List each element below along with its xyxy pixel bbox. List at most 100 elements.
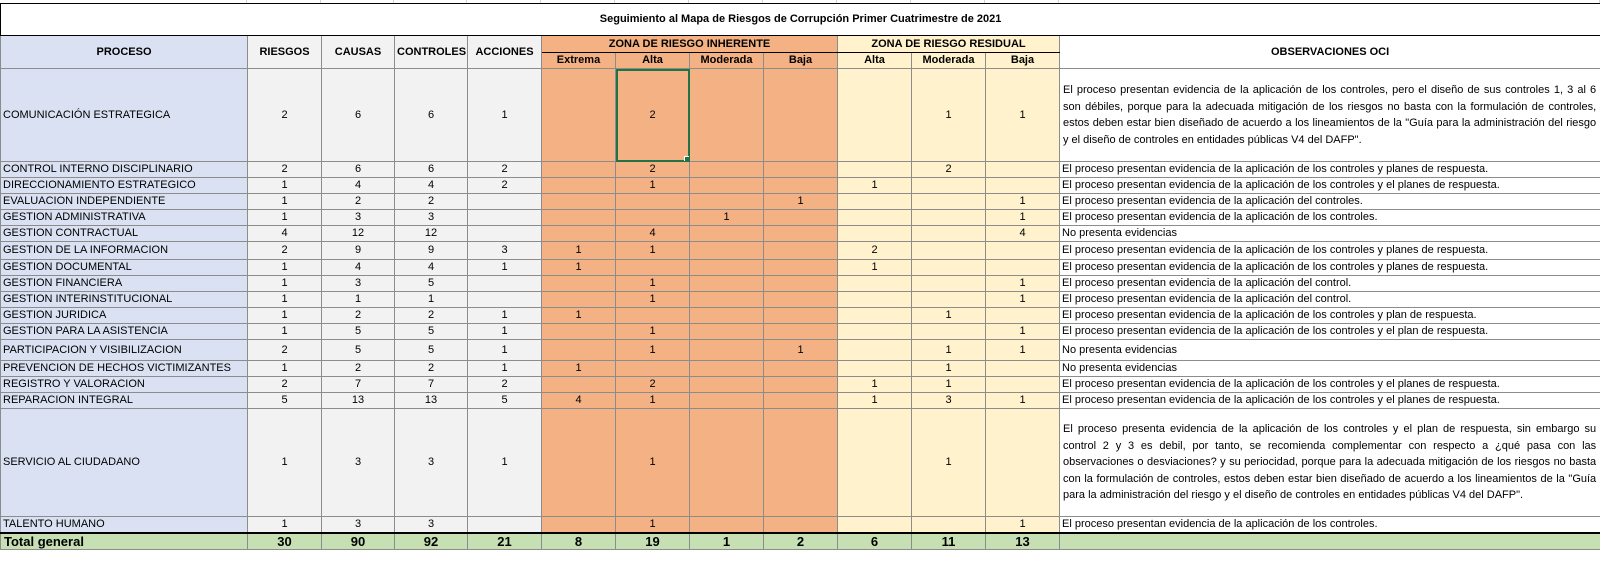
res-alta-cell[interactable]: 1: [837, 259, 912, 276]
observacion-cell[interactable]: El proceso presentan evidencia de la apl…: [1058, 68, 1600, 162]
controles-cell[interactable]: 6: [394, 161, 468, 178]
res-moderada-cell[interactable]: 3: [911, 392, 986, 409]
acciones-cell[interactable]: 2: [467, 376, 542, 393]
observacion-cell[interactable]: El proceso presentan evidencia de la apl…: [1058, 291, 1600, 308]
inh-extrema-cell[interactable]: [541, 376, 616, 393]
riesgos-cell[interactable]: 1: [247, 516, 322, 533]
inh-moderada-cell[interactable]: 1: [689, 209, 764, 226]
res-alta-cell[interactable]: [837, 68, 912, 162]
riesgos-cell[interactable]: 4: [247, 225, 322, 242]
res-moderada-cell[interactable]: 1: [911, 339, 986, 361]
res-baja-cell[interactable]: [985, 259, 1060, 276]
total-controles-cell[interactable]: 92: [394, 531, 468, 550]
res-moderada-cell[interactable]: 1: [911, 68, 986, 162]
inh-alta-cell[interactable]: 1: [615, 177, 690, 194]
res-baja-cell[interactable]: [985, 177, 1060, 194]
causas-cell[interactable]: 2: [321, 307, 395, 324]
controles-cell[interactable]: 2: [394, 193, 468, 210]
proceso-cell[interactable]: CONTROL INTERNO DISCIPLINARIO: [0, 161, 248, 178]
res-alta-cell[interactable]: [837, 161, 912, 178]
causas-cell[interactable]: 2: [321, 360, 395, 377]
controles-cell[interactable]: 3: [394, 516, 468, 533]
res-alta-cell[interactable]: [837, 225, 912, 242]
inh-moderada-cell[interactable]: [689, 323, 764, 340]
res-moderada-cell[interactable]: [911, 209, 986, 226]
header-inh-baja[interactable]: Baja: [763, 52, 838, 69]
proceso-cell[interactable]: GESTION FINANCIERA: [0, 275, 248, 292]
total-label[interactable]: Total general: [0, 531, 248, 550]
causas-cell[interactable]: 3: [321, 516, 395, 533]
total-inh-alta-cell[interactable]: 19: [615, 531, 690, 550]
observacion-cell[interactable]: No presenta evidencias: [1058, 225, 1600, 242]
header-causas[interactable]: CAUSAS: [321, 35, 395, 69]
res-baja-cell[interactable]: 1: [985, 291, 1060, 308]
res-moderada-cell[interactable]: [911, 241, 986, 260]
inh-extrema-cell[interactable]: [541, 275, 616, 292]
inh-extrema-cell[interactable]: [541, 408, 616, 517]
acciones-cell[interactable]: 1: [467, 307, 542, 324]
observacion-cell[interactable]: El proceso presentan evidencia de la apl…: [1058, 241, 1600, 260]
acciones-cell[interactable]: [467, 209, 542, 226]
causas-cell[interactable]: 13: [321, 392, 395, 409]
inh-baja-cell[interactable]: [763, 209, 838, 226]
proceso-cell[interactable]: TALENTO HUMANO: [0, 516, 248, 533]
header-inh-alta[interactable]: Alta: [615, 52, 690, 69]
inh-extrema-cell[interactable]: [541, 193, 616, 210]
res-baja-cell[interactable]: 1: [985, 275, 1060, 292]
controles-cell[interactable]: 5: [394, 275, 468, 292]
inh-alta-cell[interactable]: 2: [615, 376, 690, 393]
res-moderada-cell[interactable]: [911, 323, 986, 340]
inh-baja-cell[interactable]: [763, 161, 838, 178]
inh-baja-cell[interactable]: [763, 360, 838, 377]
proceso-cell[interactable]: EVALUACION INDEPENDIENTE: [0, 193, 248, 210]
riesgos-cell[interactable]: 1: [247, 360, 322, 377]
causas-cell[interactable]: 9: [321, 241, 395, 260]
inh-moderada-cell[interactable]: [689, 275, 764, 292]
observacion-cell[interactable]: No presenta evidencias: [1058, 360, 1600, 377]
riesgos-cell[interactable]: 1: [247, 259, 322, 276]
inh-alta-cell[interactable]: 1: [615, 408, 690, 517]
inh-alta-cell[interactable]: 1: [615, 241, 690, 260]
sheet-title[interactable]: Seguimiento al Mapa de Riesgos de Corrup…: [0, 3, 1600, 36]
inh-moderada-cell[interactable]: [689, 291, 764, 308]
observacion-cell[interactable]: El proceso presentan evidencia de la apl…: [1058, 275, 1600, 292]
inh-baja-cell[interactable]: [763, 376, 838, 393]
fill-handle[interactable]: [684, 156, 689, 161]
inh-extrema-cell[interactable]: [541, 225, 616, 242]
controles-cell[interactable]: 5: [394, 339, 468, 361]
riesgos-cell[interactable]: 1: [247, 408, 322, 517]
res-baja-cell[interactable]: 1: [985, 392, 1060, 409]
causas-cell[interactable]: 3: [321, 408, 395, 517]
observacion-cell[interactable]: No presenta evidencias: [1058, 339, 1600, 361]
inh-moderada-cell[interactable]: [689, 177, 764, 194]
res-baja-cell[interactable]: 4: [985, 225, 1060, 242]
inh-extrema-cell[interactable]: [541, 323, 616, 340]
res-moderada-cell[interactable]: [911, 177, 986, 194]
inh-moderada-cell[interactable]: [689, 392, 764, 409]
causas-cell[interactable]: 1: [321, 291, 395, 308]
res-alta-cell[interactable]: 1: [837, 376, 912, 393]
inh-alta-cell[interactable]: 1: [615, 323, 690, 340]
res-alta-cell[interactable]: [837, 193, 912, 210]
header-inh-moderada[interactable]: Moderada: [689, 52, 764, 69]
header-res-baja[interactable]: Baja: [985, 52, 1060, 69]
inh-alta-cell[interactable]: 1: [615, 291, 690, 308]
inh-baja-cell[interactable]: [763, 291, 838, 308]
inh-alta-cell[interactable]: [615, 259, 690, 276]
res-baja-cell[interactable]: [985, 376, 1060, 393]
header-riesgos[interactable]: RIESGOS: [247, 35, 322, 69]
inh-extrema-cell[interactable]: [541, 291, 616, 308]
acciones-cell[interactable]: [467, 516, 542, 533]
res-alta-cell[interactable]: [837, 275, 912, 292]
inh-extrema-cell[interactable]: 4: [541, 392, 616, 409]
controles-cell[interactable]: 2: [394, 360, 468, 377]
res-alta-cell[interactable]: [837, 408, 912, 517]
res-baja-cell[interactable]: [985, 241, 1060, 260]
causas-cell[interactable]: 7: [321, 376, 395, 393]
acciones-cell[interactable]: [467, 275, 542, 292]
inh-extrema-cell[interactable]: 1: [541, 360, 616, 377]
total-res-alta-cell[interactable]: 6: [837, 531, 912, 550]
res-alta-cell[interactable]: [837, 307, 912, 324]
riesgos-cell[interactable]: 2: [247, 161, 322, 178]
proceso-cell[interactable]: DIRECCIONAMIENTO ESTRATEGICO: [0, 177, 248, 194]
